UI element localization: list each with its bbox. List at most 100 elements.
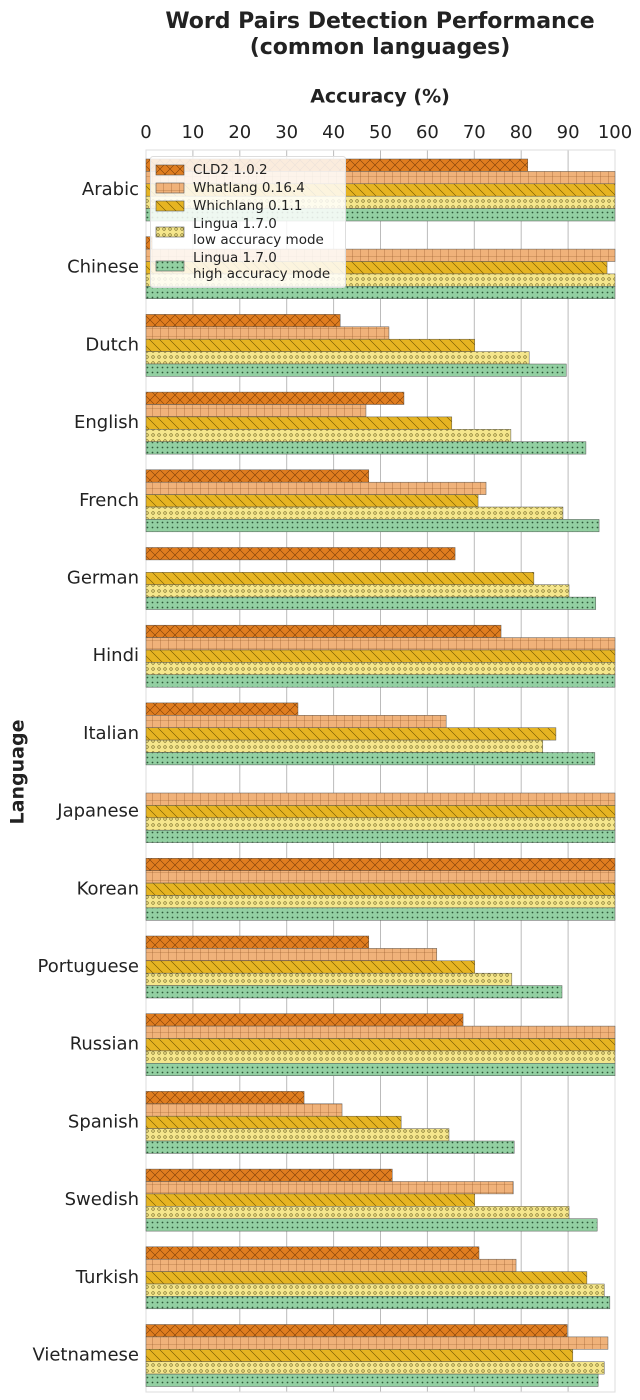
bar [145, 1181, 514, 1195]
legend-label: CLD2 1.0.2 [193, 162, 268, 178]
y-tick-label: Portuguese [38, 956, 139, 977]
bar [145, 637, 616, 651]
bar [145, 506, 564, 520]
x-tick-label: 70 [463, 122, 486, 143]
bar [145, 674, 616, 688]
bar [145, 1349, 574, 1362]
bar [145, 1063, 616, 1076]
bar [145, 584, 570, 598]
bar [145, 1206, 570, 1219]
y-tick-label: Arabic [82, 179, 139, 200]
bar [145, 1336, 609, 1350]
y-tick-label: German [67, 568, 139, 589]
bar [145, 829, 616, 843]
bar [145, 416, 453, 430]
x-tick-label: 10 [181, 122, 204, 143]
x-axis-label: Accuracy (%) [310, 86, 450, 108]
legend-label: Lingua 1.7.0 low accuracy mode [193, 216, 324, 248]
bar [145, 752, 596, 766]
x-tick-label: 50 [369, 122, 392, 143]
bar [145, 481, 487, 495]
bar [145, 858, 616, 871]
chart-title: Word Pairs Detection Performance (common … [165, 9, 594, 60]
legend-label: Whatlang 0.16.4 [193, 180, 305, 196]
bar [145, 805, 616, 819]
legend-item: Lingua 1.7.0 high accuracy mode [155, 250, 341, 282]
bar [145, 1115, 402, 1129]
y-tick-label: Chinese [67, 257, 139, 278]
legend: CLD2 1.0.2 Whatlang 0.16.4 Whichlang 0.1.1… [150, 156, 346, 288]
bar [145, 429, 512, 442]
bar [145, 351, 530, 365]
bar [145, 1128, 450, 1142]
bar [145, 1361, 605, 1375]
x-tick-label: 90 [557, 122, 580, 143]
bar [145, 935, 370, 949]
y-tick-label: Italian [83, 723, 139, 744]
bar [145, 441, 587, 455]
bar [145, 715, 447, 728]
bar [145, 1103, 343, 1117]
y-tick-label: Turkish [75, 1267, 139, 1288]
bar [145, 662, 616, 676]
y-tick-label: Spanish [68, 1111, 139, 1132]
y-axis-label: Language [7, 720, 29, 825]
legend-swatch [155, 226, 185, 238]
bar [145, 494, 479, 508]
x-tick-label: 100 [598, 122, 632, 143]
y-tick-label: Vietnamese [32, 1345, 139, 1366]
bar [145, 1050, 616, 1064]
bar [145, 1140, 515, 1154]
plot-frame [145, 149, 616, 1393]
bar [145, 649, 616, 663]
legend-swatch [155, 182, 185, 194]
bar [145, 1218, 598, 1232]
y-tick-label: French [79, 490, 139, 511]
y-tick-label: Dutch [85, 334, 139, 355]
bar [145, 1013, 464, 1027]
bar [145, 391, 405, 405]
bar [145, 972, 513, 986]
bar [145, 326, 390, 340]
bar [145, 1258, 517, 1272]
bar [145, 985, 563, 999]
bar [145, 314, 341, 328]
bar [145, 286, 616, 299]
legend-label: Whichlang 0.1.1 [193, 198, 303, 214]
bar [145, 1283, 605, 1297]
bar [145, 727, 557, 741]
bar [145, 338, 476, 352]
x-tick-label: 40 [322, 122, 345, 143]
bar [145, 739, 544, 753]
bar [145, 1193, 476, 1207]
legend-item: Lingua 1.7.0 low accuracy mode [155, 216, 341, 248]
bar [145, 1091, 305, 1105]
legend-item: Whatlang 0.16.4 [155, 180, 341, 196]
legend-swatch [155, 164, 185, 176]
bar [145, 547, 456, 561]
bar [145, 1025, 616, 1039]
x-tick-label: 20 [228, 122, 251, 143]
x-tick-label: 80 [510, 122, 533, 143]
bar [145, 870, 616, 884]
bar [145, 817, 616, 831]
bar [145, 363, 567, 377]
legend-swatch [155, 260, 185, 272]
bar [145, 1296, 611, 1310]
y-tick-label: Hindi [93, 645, 139, 666]
bar [145, 1168, 393, 1182]
bar [145, 702, 299, 716]
bar [145, 895, 616, 909]
legend-swatch [155, 200, 185, 212]
x-tick-label: 60 [416, 122, 439, 143]
bar [145, 960, 476, 974]
y-tick-label: Korean [77, 878, 139, 899]
legend-item: Whichlang 0.1.1 [155, 198, 341, 214]
bar [145, 624, 502, 638]
bar [145, 596, 597, 610]
x-tick-label: 0 [140, 122, 151, 143]
bar [145, 1373, 599, 1387]
y-tick-label: Swedish [65, 1189, 139, 1210]
bar [145, 469, 370, 483]
